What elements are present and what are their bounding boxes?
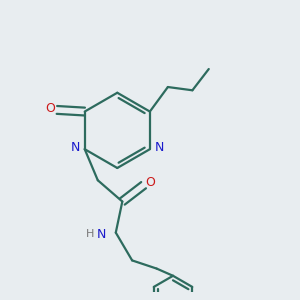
Text: N: N: [155, 141, 164, 154]
Text: N: N: [97, 228, 106, 241]
Text: H: H: [86, 229, 94, 239]
Text: N: N: [71, 141, 80, 154]
Text: O: O: [45, 102, 55, 115]
Text: O: O: [145, 176, 155, 189]
